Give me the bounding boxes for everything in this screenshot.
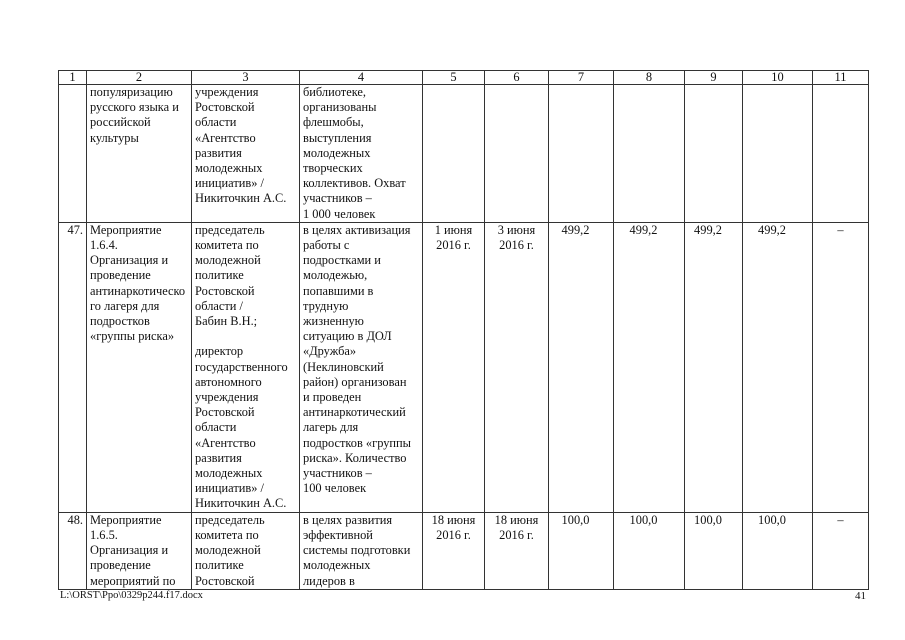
- header-row: 1 2 3 4 5 6 7 8 9 10 11: [58, 70, 869, 85]
- event-cell: Мероприятие 1.6.5. Организация и проведе…: [86, 511, 192, 590]
- value-cell: [613, 84, 685, 223]
- row-number: [58, 84, 87, 223]
- event-cell: Мероприятие 1.6.4. Организация и проведе…: [86, 221, 192, 513]
- end-date-cell: [484, 84, 549, 223]
- column-header: 11: [812, 70, 869, 85]
- column-header: 8: [613, 70, 685, 85]
- column-header: 1: [58, 70, 87, 85]
- result-cell: библиотеке, организованы флешмобы, высту…: [299, 84, 423, 223]
- end-date-cell: 3 июня 2016 г.: [484, 221, 549, 513]
- end-date-cell: 18 июня 2016 г.: [484, 511, 549, 590]
- value-cell: 499,2: [613, 221, 685, 513]
- row-number: 47.: [58, 221, 87, 513]
- column-header: 9: [684, 70, 743, 85]
- result-cell: в целях активизация работы с подростками…: [299, 221, 423, 513]
- table-row: 47. Мероприятие 1.6.4. Организация и про…: [58, 221, 869, 513]
- note-cell: –: [812, 221, 869, 513]
- note-cell: –: [812, 511, 869, 590]
- report-table: 1 2 3 4 5 6 7 8 9 10 11 популяризацию ру…: [58, 70, 869, 590]
- footer-file-path: L:\ORST\Ppo\0329p244.f17.docx: [60, 590, 203, 601]
- column-header: 10: [742, 70, 813, 85]
- table-row: 48. Мероприятие 1.6.5. Организация и про…: [58, 511, 869, 590]
- start-date-cell: 18 июня 2016 г.: [422, 511, 485, 590]
- column-header: 7: [548, 70, 614, 85]
- column-header: 5: [422, 70, 485, 85]
- value-cell: 499,2: [684, 221, 743, 513]
- value-cell: 100,0: [548, 511, 614, 590]
- value-cell: [684, 84, 743, 223]
- value-cell: 100,0: [613, 511, 685, 590]
- page-number: 41: [855, 590, 866, 602]
- column-header: 3: [191, 70, 300, 85]
- responsible-cell: учреждения Ростовской области «Агентство…: [191, 84, 300, 223]
- value-cell: 499,2: [742, 221, 813, 513]
- note-cell: [812, 84, 869, 223]
- value-cell: 499,2: [548, 221, 614, 513]
- row-number: 48.: [58, 511, 87, 590]
- column-header: 6: [484, 70, 549, 85]
- start-date-cell: [422, 84, 485, 223]
- start-date-cell: 1 июня 2016 г.: [422, 221, 485, 513]
- responsible-cell: председатель комитета по молодежной поли…: [191, 221, 300, 513]
- event-cell: популяризацию русского языка и российско…: [86, 84, 192, 223]
- column-header: 2: [86, 70, 192, 85]
- result-cell: в целях развития эффективной системы под…: [299, 511, 423, 590]
- value-cell: [548, 84, 614, 223]
- table-row: популяризацию русского языка и российско…: [58, 84, 869, 223]
- responsible-cell: председатель комитета по молодежной поли…: [191, 511, 300, 590]
- value-cell: 100,0: [684, 511, 743, 590]
- value-cell: [742, 84, 813, 223]
- column-header: 4: [299, 70, 423, 85]
- value-cell: 100,0: [742, 511, 813, 590]
